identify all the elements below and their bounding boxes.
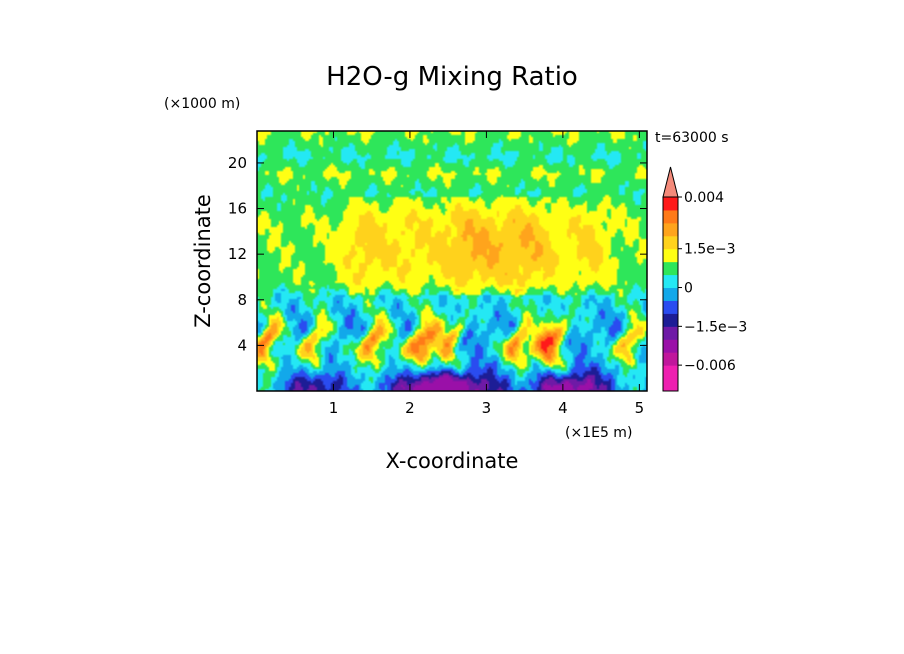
plot-frame	[256, 130, 648, 392]
time-label: t=63000 s	[655, 130, 729, 146]
colorbar-swatch	[663, 287, 678, 301]
colorbar-swatch	[663, 222, 678, 237]
y-tick-label: 12	[228, 245, 247, 263]
y-tick-label: 8	[237, 291, 247, 309]
colorbar-swatch	[663, 248, 678, 263]
y-axis-unit: (×1000 m)	[164, 96, 240, 112]
y-tick-label: 16	[228, 200, 247, 218]
colorbar: 0.004 1.5e−3 0 −1.5e−3 −0.006	[662, 166, 747, 392]
x-tick-label: 2	[405, 399, 415, 417]
x-tick-label: 1	[329, 399, 339, 417]
colorbar-label: 0.004	[684, 190, 724, 206]
x-axis-unit: (×1E5 m)	[565, 425, 632, 441]
colorbar-swatch	[663, 235, 678, 250]
colorbar-swatch	[663, 274, 678, 289]
y-tick-label: 20	[228, 154, 247, 172]
x-tick-label: 5	[635, 399, 645, 417]
colorbar-swatch	[663, 209, 678, 224]
colorbar-swatch	[663, 261, 678, 276]
colorbar-swatch	[663, 365, 678, 379]
y-axis: 4 8 12 16 20	[228, 154, 647, 354]
colorbar-label: 0	[684, 281, 693, 297]
colorbar-swatch	[663, 300, 678, 314]
colorbar-label: −0.006	[684, 358, 736, 374]
colorbar-label: −1.5e−3	[684, 319, 747, 335]
plot-area	[256, 130, 648, 392]
x-tick-label: 4	[558, 399, 568, 417]
colorbar-swatch	[663, 339, 678, 353]
colorbar-frame	[662, 196, 679, 392]
colorbar-swatch	[663, 352, 678, 366]
colorbar-label: 1.5e−3	[684, 242, 736, 258]
colorbar-swatch	[663, 197, 678, 211]
y-tick-label: 4	[237, 336, 247, 354]
chart-title: H2O-g Mixing Ratio	[326, 62, 578, 92]
colorbar-extend-arrow	[662, 166, 679, 198]
colorbar-swatch	[663, 313, 678, 327]
colorbar-swatch	[663, 326, 678, 340]
y-axis-label: Z-coordinate	[191, 194, 215, 328]
x-axis-label: X-coordinate	[386, 449, 519, 473]
colorbar-swatch	[663, 378, 678, 392]
x-axis: 1 2 3 4 5	[329, 131, 644, 417]
x-tick-label: 3	[482, 399, 492, 417]
heatmap-field	[257, 131, 647, 391]
